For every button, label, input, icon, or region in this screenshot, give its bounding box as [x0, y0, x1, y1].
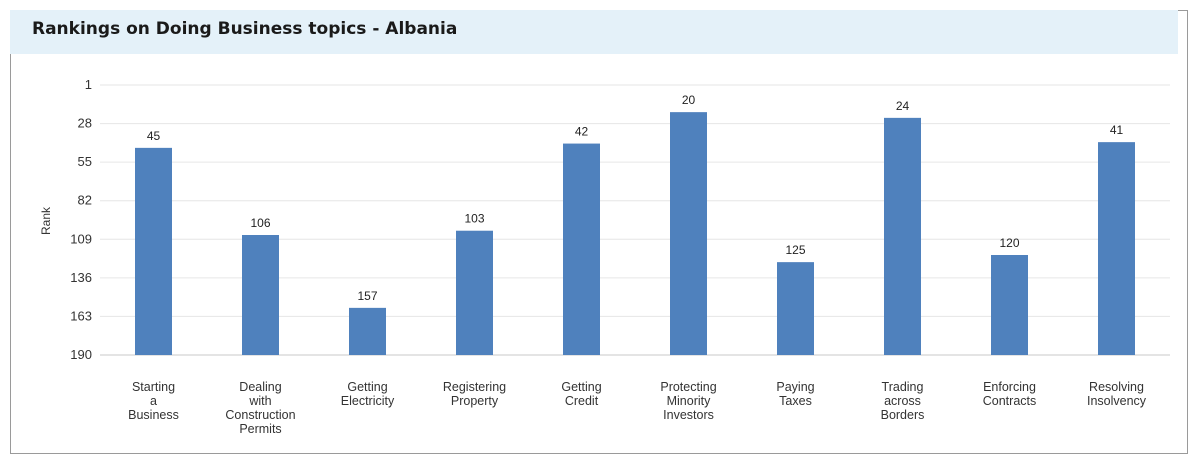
- x-category-label-line: across: [884, 394, 921, 408]
- x-category-label-line: Credit: [565, 394, 599, 408]
- bar: [456, 230, 493, 355]
- x-category-label-line: Permits: [239, 422, 281, 436]
- x-category-label-line: Investors: [663, 408, 714, 422]
- x-category-label: Resolving Insolvency: [1087, 380, 1147, 408]
- y-tick-label: 28: [78, 116, 92, 131]
- x-category-label-line: Getting: [347, 380, 387, 394]
- x-category-label: Dealing with Construction Permits: [225, 380, 295, 436]
- x-category-label: Starting a Business: [128, 380, 179, 422]
- y-tick-label: 190: [70, 347, 92, 362]
- x-category-label-line: Paying: [776, 380, 814, 394]
- x-category-label-line: Registering: [443, 380, 506, 394]
- bar: [777, 262, 814, 355]
- x-category-label-line: Taxes: [779, 394, 812, 408]
- chart-title: Rankings on Doing Business topics - Alba…: [32, 19, 458, 39]
- x-category-label-line: Minority: [667, 394, 712, 408]
- data-label: 120: [999, 236, 1019, 250]
- bar: [884, 117, 921, 355]
- data-label: 42: [575, 125, 589, 139]
- data-label: 157: [357, 289, 377, 303]
- x-category-label: Paying Taxes: [776, 380, 814, 408]
- bar: [242, 235, 279, 355]
- y-axis-title: Rank: [39, 206, 53, 235]
- bar: [670, 112, 707, 356]
- data-label: 103: [464, 212, 484, 226]
- x-category-label-line: Starting: [132, 380, 175, 394]
- data-label: 125: [785, 243, 805, 257]
- x-category-label: Getting Electricity: [341, 380, 395, 408]
- data-label: 20: [682, 93, 696, 107]
- x-category-label: Enforcing Contracts: [983, 380, 1037, 408]
- bar: [135, 147, 172, 355]
- y-tick-label: 163: [70, 308, 92, 323]
- x-category-label-line: Business: [128, 408, 179, 422]
- x-category-label-line: Enforcing: [983, 380, 1036, 394]
- bar: [1098, 142, 1135, 355]
- bar: [563, 143, 600, 355]
- y-tick-label: 109: [70, 231, 92, 246]
- x-category-label: Protecting Minority Investors: [660, 380, 716, 422]
- x-category-label-line: Property: [451, 394, 499, 408]
- x-category-label: Getting Credit: [561, 380, 601, 408]
- data-label: 106: [250, 216, 270, 230]
- x-category-label-line: Getting: [561, 380, 601, 394]
- bar: [349, 307, 386, 355]
- x-category-label: Trading across Borders: [881, 380, 925, 422]
- bar: [991, 255, 1028, 355]
- x-category-label-line: Borders: [881, 408, 925, 422]
- x-category-label-line: Trading: [882, 380, 924, 394]
- x-category-label-line: a: [150, 394, 157, 408]
- x-category-label-line: Insolvency: [1087, 394, 1147, 408]
- y-tick-label: 55: [78, 154, 92, 169]
- chart-title-bar: Rankings on Doing Business topics - Alba…: [10, 10, 1178, 54]
- y-tick-label: 136: [70, 270, 92, 285]
- x-category-label-line: Contracts: [983, 394, 1037, 408]
- x-category-label-line: with: [248, 394, 271, 408]
- x-category-label-line: Resolving: [1089, 380, 1144, 394]
- data-label: 24: [896, 99, 910, 113]
- x-category-label-line: Construction: [225, 408, 295, 422]
- x-category-label: Registering Property: [443, 380, 506, 408]
- x-category-label-line: Protecting: [660, 380, 716, 394]
- x-category-label-line: Dealing: [239, 380, 281, 394]
- data-label: 45: [147, 129, 161, 143]
- y-tick-label: 1: [85, 77, 92, 92]
- y-tick-label: 82: [78, 193, 92, 208]
- x-category-label-line: Electricity: [341, 394, 395, 408]
- data-label: 41: [1110, 123, 1124, 137]
